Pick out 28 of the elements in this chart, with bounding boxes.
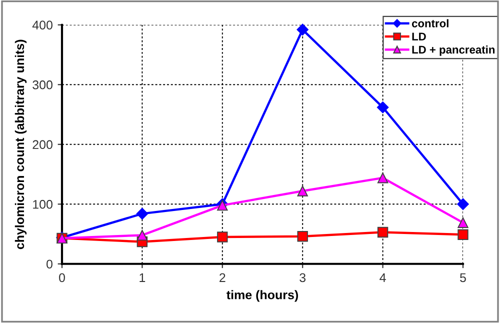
x-tick-label: 0 bbox=[59, 273, 65, 282]
legend-label: control bbox=[412, 19, 448, 28]
legend-label: LD bbox=[412, 32, 426, 40]
point bbox=[217, 232, 228, 242]
point bbox=[136, 230, 148, 241]
point bbox=[458, 217, 468, 228]
x-tick-label: 5 bbox=[460, 273, 466, 282]
y-tick-label: 200 bbox=[32, 140, 52, 150]
point bbox=[296, 24, 308, 36]
x-tick-label: 1 bbox=[140, 273, 146, 282]
point bbox=[377, 226, 388, 238]
x-axis-title: time (hours) bbox=[226, 290, 298, 302]
point bbox=[457, 198, 469, 210]
y-tick-label: 100 bbox=[33, 200, 52, 209]
point bbox=[297, 231, 308, 242]
x-tick-label: 4 bbox=[380, 273, 386, 282]
y-tick-label: 300 bbox=[32, 80, 52, 90]
point bbox=[376, 101, 389, 114]
point bbox=[136, 208, 148, 220]
x-tick-label: 3 bbox=[300, 273, 306, 282]
y-axis-title: chylomicron count (abbitrary units) bbox=[14, 40, 27, 250]
point bbox=[458, 229, 468, 240]
x-tick-label: 2 bbox=[220, 273, 226, 282]
legend-label: LD + pancreatin bbox=[412, 45, 495, 56]
point bbox=[297, 186, 308, 196]
y-tick-label: 400 bbox=[32, 20, 52, 30]
y-tick-label: 0 bbox=[46, 260, 52, 269]
point bbox=[377, 172, 388, 184]
